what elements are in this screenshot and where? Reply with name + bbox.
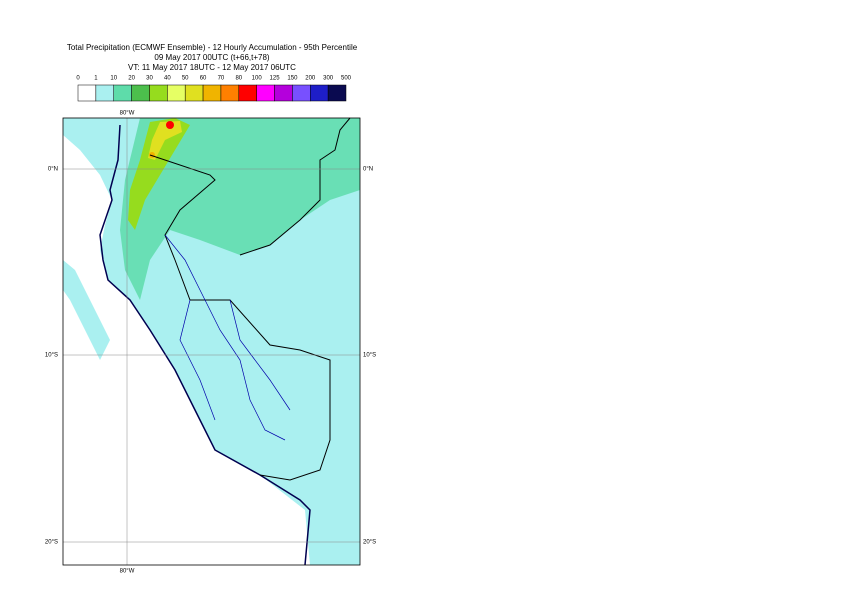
legend-swatch <box>238 84 257 102</box>
legend-label: 50 <box>182 76 189 82</box>
precip-light-sea <box>63 260 110 360</box>
title-line: VT: 11 May 2017 18UTC - 12 May 2017 06UT… <box>128 63 296 72</box>
legend-swatch <box>310 84 329 102</box>
lat-label: 10°S <box>45 353 58 359</box>
legend-swatch <box>292 84 311 102</box>
legend-label: 30 <box>146 76 153 82</box>
legend-label: 500 <box>341 76 352 82</box>
title-line: Total Precipitation (ECMWF Ensemble) - 1… <box>67 43 358 52</box>
precip-heavy <box>128 118 190 230</box>
lon-label: 80°W <box>120 569 135 575</box>
legend-label: 200 <box>305 76 316 82</box>
map-frame <box>62 117 361 566</box>
legend-swatch <box>256 84 275 102</box>
lat-label: 0°N <box>363 167 373 173</box>
lat-label: 20°S <box>45 540 58 546</box>
title-line: 09 May 2017 00UTC (t+66,t+78) <box>154 53 270 62</box>
legend-swatch <box>131 84 150 102</box>
legend-label: 40 <box>164 76 171 82</box>
lat-label: 0°N <box>48 167 58 173</box>
legend-label: 10 <box>110 76 117 82</box>
legend-label: 60 <box>200 76 207 82</box>
legend-label: 300 <box>323 76 334 82</box>
legend-swatch <box>95 84 114 102</box>
legend-label: 70 <box>218 76 225 82</box>
lat-label: 10°S <box>363 353 376 359</box>
legend-label: 100 <box>252 76 263 82</box>
legend-label: 1 <box>94 76 98 82</box>
border <box>239 117 351 256</box>
map: 80°W 80°W 0°N 0°N 10°S 10°S 20°S 20°S <box>45 111 376 575</box>
legend-label: 80 <box>235 76 242 82</box>
legend-label: 150 <box>287 76 298 82</box>
legend-swatch <box>327 84 347 102</box>
coastline <box>99 124 311 566</box>
legend-swatch <box>149 84 168 102</box>
legend-label: 125 <box>270 76 281 82</box>
legend-swatch <box>220 84 240 102</box>
legend-swatch <box>77 84 97 102</box>
precip-max <box>149 152 155 158</box>
legend-swatch <box>274 84 293 102</box>
legend-swatch <box>184 84 204 102</box>
legend-label: 20 <box>128 76 135 82</box>
precip-max <box>166 121 174 129</box>
lat-label: 20°S <box>363 540 376 546</box>
legend-swatch <box>202 84 222 102</box>
region-border <box>164 234 291 441</box>
precip-heavier <box>148 121 182 160</box>
legend-swatch <box>113 84 132 102</box>
lon-label: 80°W <box>120 111 135 117</box>
legend-label: 0 <box>76 76 80 82</box>
legend-swatch <box>167 84 186 102</box>
precip-moderate <box>120 118 360 300</box>
